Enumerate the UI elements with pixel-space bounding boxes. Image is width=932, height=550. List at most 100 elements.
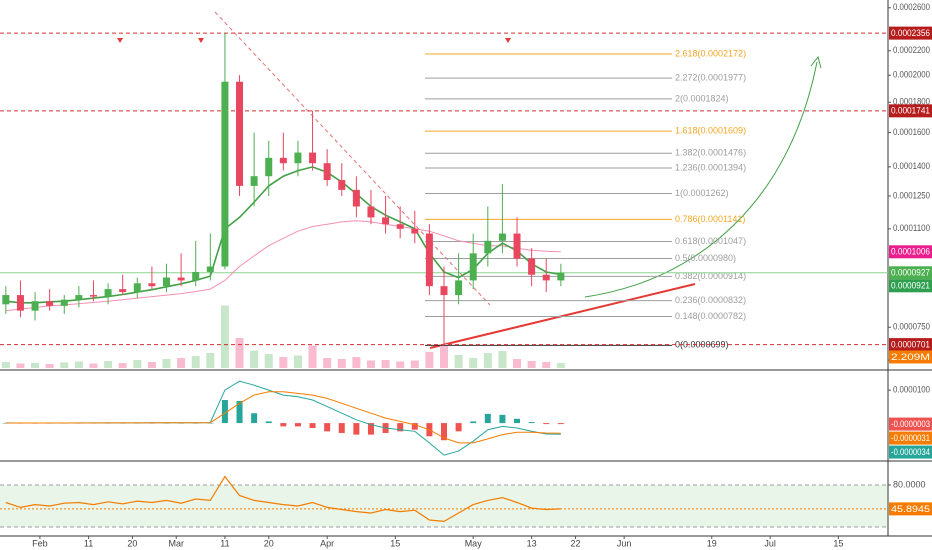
candle-body <box>557 272 565 281</box>
macd-histogram <box>207 422 214 424</box>
candle-body <box>469 253 477 281</box>
marker <box>505 38 511 43</box>
x-tick-label: 15 <box>390 538 400 548</box>
candle-body <box>250 176 258 186</box>
volume-bar <box>250 350 259 368</box>
price-label: 0.0000927 <box>891 268 930 278</box>
volume-bar <box>308 345 317 368</box>
y-tick-label: 0.0002000 <box>893 70 930 80</box>
volume-bar <box>454 355 463 368</box>
macd-histogram <box>236 401 243 424</box>
volume-bar <box>279 357 288 368</box>
y-tick-label: 0.0002600 <box>893 2 930 12</box>
macd-histogram <box>528 422 535 424</box>
x-tick-label: May <box>465 538 483 548</box>
support-line <box>429 283 696 349</box>
x-tick-label: Mar <box>168 538 184 548</box>
fib-label: 0.148(0.0000782) <box>675 311 746 321</box>
volume-bar <box>16 363 25 368</box>
candle-body <box>484 240 492 254</box>
candle-body <box>455 280 463 296</box>
x-tick-label: Feb <box>32 538 48 548</box>
x-tick-label: 19 <box>707 538 717 548</box>
volume-bar <box>352 357 361 368</box>
price-label-box <box>889 279 932 293</box>
volume-bar <box>293 355 302 368</box>
candle-body <box>206 266 214 272</box>
x-tick-label: Apr <box>320 538 334 548</box>
volume-bar <box>1 362 10 368</box>
macd-histogram <box>484 413 491 424</box>
macd-histogram <box>499 414 506 424</box>
volume-bar <box>31 363 40 368</box>
candle-body <box>513 233 521 259</box>
marker <box>198 38 204 43</box>
volume-bar <box>60 362 69 368</box>
price-label-box <box>889 245 932 259</box>
rsi-label-box <box>889 502 932 516</box>
x-tick-label: 20 <box>264 538 274 548</box>
volume-bar <box>235 338 244 368</box>
x-tick-label: 11 <box>220 538 229 548</box>
candle-body <box>163 277 170 287</box>
macd-label-box <box>889 445 932 459</box>
y-tick-label: 0.0001800 <box>893 97 930 107</box>
macd-histogram <box>294 423 301 427</box>
candle-body <box>396 224 404 229</box>
macd-histogram <box>280 423 287 427</box>
volume-bar <box>177 358 186 368</box>
volume-bar <box>513 359 522 368</box>
volume-bar <box>118 363 127 368</box>
candle-body <box>498 233 506 241</box>
ema-line <box>5 166 561 304</box>
volume-bar <box>104 361 113 368</box>
marker <box>117 38 123 43</box>
volume-bar <box>527 361 536 368</box>
macd-label: -0.0000034 <box>891 447 930 457</box>
macd-label: -0.0000031 <box>891 433 930 443</box>
volume-bar <box>147 362 156 368</box>
fib-label: 0.786(0.0001141) <box>675 214 745 224</box>
candle-body <box>119 289 127 293</box>
y-tick-label: 0.0001100 <box>893 223 930 233</box>
x-tick-label: 20 <box>127 538 137 548</box>
macd-label-box <box>889 431 932 445</box>
candle-body <box>16 295 24 311</box>
candle-body <box>440 286 448 296</box>
volume-bar <box>264 354 273 368</box>
price-label: 0.0000921 <box>891 281 930 291</box>
volume-bar <box>381 360 390 368</box>
candle-body <box>104 289 112 297</box>
candle-body <box>236 81 244 186</box>
volume-bar <box>366 360 375 368</box>
volume-label: 2.209M <box>891 352 930 362</box>
candle-body <box>309 152 317 164</box>
macd-histogram <box>470 421 477 424</box>
volume-bar <box>162 359 171 368</box>
volume-bar <box>483 353 492 368</box>
price-label: 0.0000701 <box>891 339 930 349</box>
rsi-band-fill <box>0 484 888 528</box>
candle-body <box>323 163 331 181</box>
fib-label: 2.272(0.0001977) <box>675 73 746 83</box>
fib-label: 1.382(0.0001476) <box>675 148 746 158</box>
candle-body <box>528 258 536 275</box>
volume-bar <box>542 362 551 368</box>
projection-arrow <box>584 61 818 298</box>
volume-label-box <box>889 350 932 364</box>
candle-body <box>411 228 419 234</box>
macd-histogram <box>411 423 418 430</box>
volume-bar <box>45 364 54 368</box>
candle-body <box>133 283 141 293</box>
macd-histogram <box>397 423 404 432</box>
rsi-label: 45.8945 <box>891 504 930 514</box>
macd-histogram <box>221 400 228 424</box>
fib-label: 1(0.0001262) <box>675 188 729 198</box>
macd-histogram <box>353 423 360 435</box>
trend-line <box>214 11 491 306</box>
volume-bar <box>469 358 478 368</box>
volume-bar <box>206 353 215 368</box>
macd-histogram <box>338 423 345 433</box>
volume-bar <box>220 305 229 368</box>
macd-histogram <box>324 423 331 432</box>
